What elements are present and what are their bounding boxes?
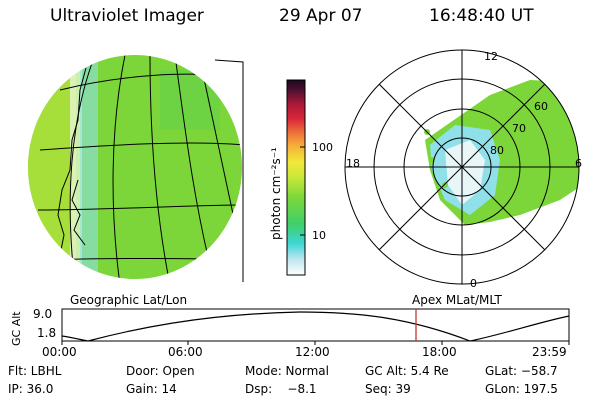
right-panel-label: Apex MLat/MLT [412,293,502,307]
lat-label-70: 70 [512,122,526,135]
info-gain: Gain: 14 [126,382,177,396]
altitude-ytick-max: 9.0 [33,307,53,321]
x-tick-1800: 18:00 [422,345,457,359]
geographic-image [28,55,244,282]
instrument-title: Ultraviolet Imager [50,6,204,26]
lat-label-60: 60 [534,100,548,113]
colorbar-label: photon cm⁻²s⁻¹ [269,147,283,240]
info-seq: Seq: 39 [365,382,411,396]
colorbar [286,79,306,276]
time-label: 16:48:40 UT [429,6,534,26]
lat-label-80: 80 [490,144,504,157]
info-glon: GLon: 197.5 [485,382,558,396]
clock-label-18: 18 [346,157,360,170]
info-dsp: Dsp: −8.1 [245,382,317,396]
clock-label-12: 12 [484,50,498,63]
polar-plot [344,49,580,285]
colorbar-tick-100: 100 [312,141,333,154]
x-tick-0600: 06:00 [168,345,203,359]
x-tick-0000: 00:00 [42,345,77,359]
clock-label-0: 0 [470,277,477,290]
info-door: Door: Open [126,364,195,378]
altitude-ylabel: GC Alt [10,311,23,346]
info-ip: IP: 36.0 [8,382,54,396]
date-label: 29 Apr 07 [279,6,363,26]
left-panel-label: Geographic Lat/Lon [70,293,188,307]
colorbar-tick-10: 10 [312,229,326,242]
altitude-plot [61,308,570,345]
x-tick-2359: 23:59 [532,345,567,359]
info-gc-alt: GC Alt: 5.4 Re [365,364,449,378]
clock-label-6: 6 [575,157,582,170]
info-mode: Mode: Normal [245,364,329,378]
info-glat: GLat: −58.7 [485,364,558,378]
altitude-ytick-min: 1.8 [37,326,57,340]
x-tick-1200: 12:00 [295,345,330,359]
info-flt: Flt: LBHL [8,364,62,378]
